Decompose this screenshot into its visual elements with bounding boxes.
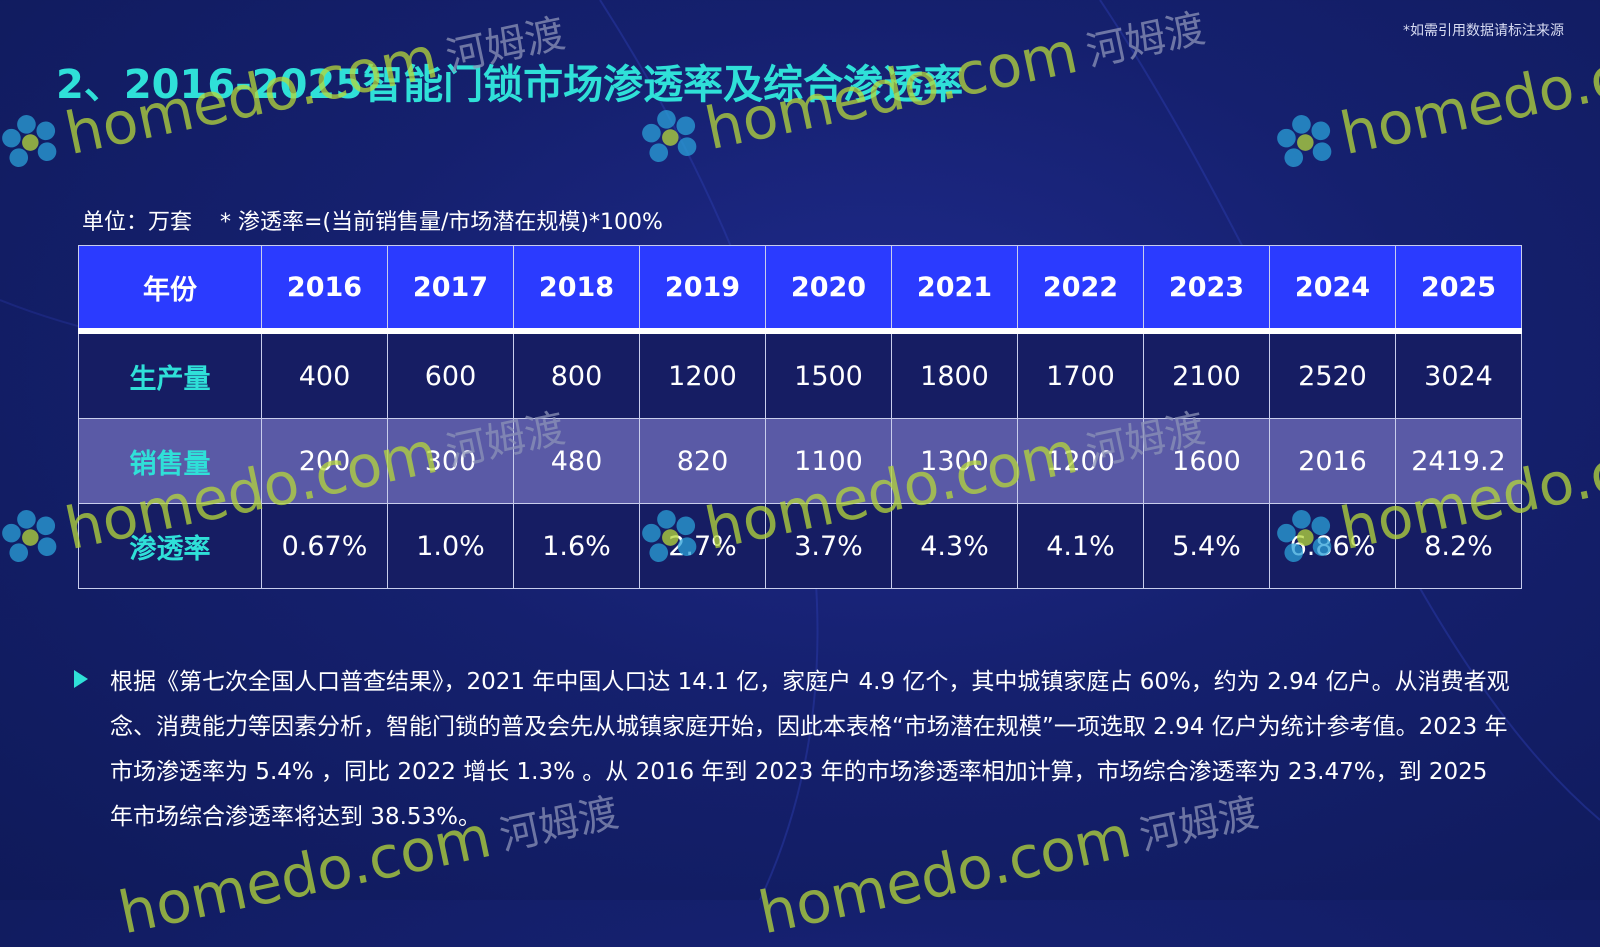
header-year: 2017 — [387, 245, 514, 332]
table-row-sales: 销售量 200 300 480 820 1100 1300 1200 1600 … — [78, 418, 1522, 504]
table-cell: 5.4% — [1143, 503, 1270, 589]
table-cell: 1100 — [765, 418, 892, 504]
header-year: 2018 — [513, 245, 640, 332]
header-year: 2021 — [891, 245, 1018, 332]
table-row-penetration: 渗透率 0.67% 1.0% 1.6% 2.7% 3.7% 4.3% 4.1% … — [78, 503, 1522, 589]
row-label: 渗透率 — [78, 503, 262, 589]
flower-logo-icon — [1277, 115, 1332, 167]
table-row-production: 生产量 400 600 800 1200 1500 1800 1700 2100… — [78, 330, 1522, 419]
table-cell: 820 — [639, 418, 766, 504]
table-cell: 2520 — [1269, 330, 1396, 419]
header-year: 2020 — [765, 245, 892, 332]
table-cell: 6.86% — [1269, 503, 1396, 589]
row-label: 销售量 — [78, 418, 262, 504]
watermark: homedo.com — [1268, 23, 1600, 182]
table-cell: 400 — [261, 330, 388, 419]
header-year: 2022 — [1017, 245, 1144, 332]
bullet-arrow-icon — [74, 670, 88, 688]
header-year: 2023 — [1143, 245, 1270, 332]
table-cell: 3024 — [1395, 330, 1522, 419]
table-cell: 1200 — [639, 330, 766, 419]
header-year: 2025 — [1395, 245, 1522, 332]
table-cell: 3.7% — [765, 503, 892, 589]
table-cell: 1200 — [1017, 418, 1144, 504]
body-paragraph: 根据《第七次全国人口普查结果》，2021 年中国人口达 14.1 亿，家庭户 4… — [110, 669, 1510, 830]
header-year: 2016 — [261, 245, 388, 332]
data-table: 年份 2016 2017 2018 2019 2020 2021 2022 20… — [78, 245, 1522, 589]
table-cell: 200 — [261, 418, 388, 504]
flower-logo-icon — [2, 510, 57, 562]
table-header-row: 年份 2016 2017 2018 2019 2020 2021 2022 20… — [78, 245, 1522, 332]
row-label: 生产量 — [78, 330, 262, 419]
table-cell: 2016 — [1269, 418, 1396, 504]
table-cell: 1800 — [891, 330, 1018, 419]
header-label: 年份 — [78, 245, 262, 332]
table-cell: 0.67% — [261, 503, 388, 589]
unit-note: 单位：万套 * 渗透率=(当前销售量/市场潜在规模)*100% — [82, 210, 663, 235]
table-cell: 2100 — [1143, 330, 1270, 419]
table-cell: 600 — [387, 330, 514, 419]
flower-logo-icon — [642, 110, 697, 162]
table-cell: 480 — [513, 418, 640, 504]
header-year: 2019 — [639, 245, 766, 332]
source-note: *如需引用数据请标注来源 — [1403, 23, 1564, 39]
flower-logo-icon — [2, 115, 57, 167]
table-cell: 800 — [513, 330, 640, 419]
table-cell: 4.3% — [891, 503, 1018, 589]
table-cell: 1500 — [765, 330, 892, 419]
table-cell: 8.2% — [1395, 503, 1522, 589]
table-cell: 1700 — [1017, 330, 1144, 419]
table-cell: 1.6% — [513, 503, 640, 589]
header-year: 2024 — [1269, 245, 1396, 332]
table-cell: 1300 — [891, 418, 1018, 504]
table-cell: 2419.2 — [1395, 418, 1522, 504]
watermark-text: homedo.com — [1334, 23, 1600, 169]
page-title: 2、2016-2025智能门锁市场渗透率及综合渗透率 — [56, 62, 964, 108]
table-cell: 4.1% — [1017, 503, 1144, 589]
table-cell: 1.0% — [387, 503, 514, 589]
table-cell: 1600 — [1143, 418, 1270, 504]
watermark-cn: 河姆渡 — [1082, 5, 1210, 76]
table-cell: 2.7% — [639, 503, 766, 589]
table-cell: 300 — [387, 418, 514, 504]
